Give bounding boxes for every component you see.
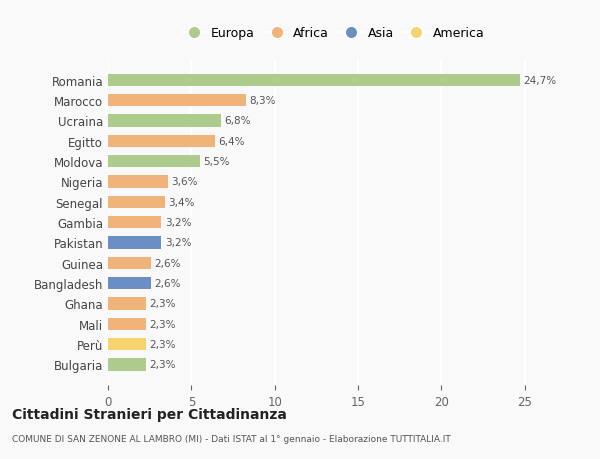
Bar	[108, 318, 146, 330]
Text: 3,4%: 3,4%	[168, 197, 194, 207]
Bar	[108, 156, 200, 168]
Bar	[108, 196, 164, 208]
Bar	[108, 358, 146, 371]
Text: Cittadini Stranieri per Cittadinanza: Cittadini Stranieri per Cittadinanza	[12, 407, 287, 421]
Bar	[108, 176, 168, 188]
Text: 3,2%: 3,2%	[164, 238, 191, 248]
Text: 2,6%: 2,6%	[155, 279, 181, 288]
Bar	[108, 298, 146, 310]
Text: COMUNE DI SAN ZENONE AL LAMBRO (MI) - Dati ISTAT al 1° gennaio - Elaborazione TU: COMUNE DI SAN ZENONE AL LAMBRO (MI) - Da…	[12, 434, 451, 442]
Text: 6,8%: 6,8%	[224, 116, 251, 126]
Bar	[108, 277, 151, 290]
Bar	[108, 217, 161, 229]
Text: 3,2%: 3,2%	[164, 218, 191, 228]
Text: 2,3%: 2,3%	[149, 319, 176, 329]
Text: 5,5%: 5,5%	[203, 157, 229, 167]
Bar	[108, 237, 161, 249]
Bar	[108, 257, 151, 269]
Bar	[108, 74, 520, 87]
Bar	[108, 115, 221, 127]
Text: 2,6%: 2,6%	[155, 258, 181, 268]
Text: 6,4%: 6,4%	[218, 136, 245, 146]
Bar	[108, 95, 247, 107]
Text: 2,3%: 2,3%	[149, 339, 176, 349]
Text: 2,3%: 2,3%	[149, 360, 176, 369]
Bar	[108, 135, 215, 147]
Bar	[108, 338, 146, 351]
Text: 8,3%: 8,3%	[250, 96, 276, 106]
Legend: Europa, Africa, Asia, America: Europa, Africa, Asia, America	[178, 23, 488, 44]
Text: 3,6%: 3,6%	[172, 177, 198, 187]
Text: 2,3%: 2,3%	[149, 299, 176, 309]
Text: 24,7%: 24,7%	[523, 76, 556, 85]
